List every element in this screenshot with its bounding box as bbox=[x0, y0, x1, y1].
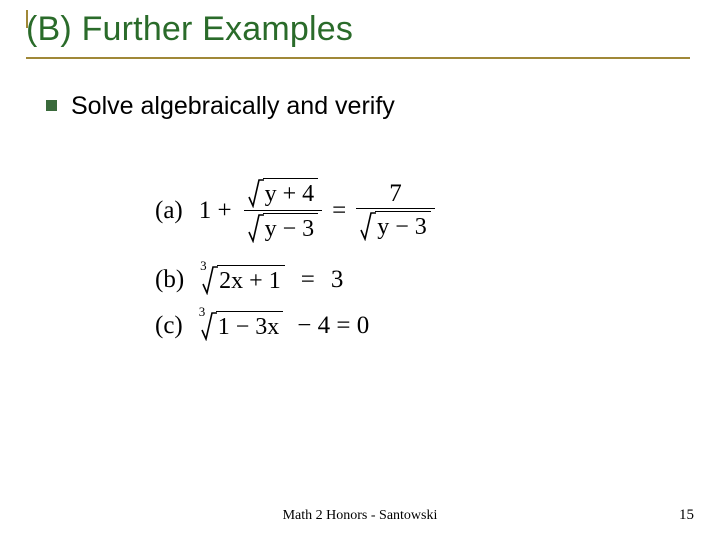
page-number: 15 bbox=[679, 507, 694, 524]
eq-a-rhs-fraction: 7 y − 3 bbox=[356, 179, 435, 243]
eq-a-num-radicand: y + 4 bbox=[263, 178, 319, 208]
slide-title: (B) Further Examples bbox=[26, 10, 690, 49]
eq-a-lhs-numerator: y + 4 bbox=[244, 176, 323, 210]
radical-icon bbox=[248, 178, 264, 208]
bullet-item: Solve algebraically and verify bbox=[46, 92, 680, 121]
sqrt-icon: y − 3 bbox=[360, 211, 431, 241]
radical-icon bbox=[248, 213, 264, 243]
slide: (B) Further Examples Solve algebraically… bbox=[0, 0, 720, 540]
eq-a-rhs-denominator: y − 3 bbox=[356, 209, 435, 243]
eq-a-lhs-denominator: y − 3 bbox=[244, 211, 323, 245]
eq-a-label: (a) bbox=[155, 197, 183, 225]
eq-a-lhs-one-plus: 1 + bbox=[199, 197, 232, 225]
sqrt-icon: y + 4 bbox=[248, 178, 319, 208]
equation-a: (a) 1 + y + 4 bbox=[155, 176, 575, 245]
eq-c-tail: − 4 = 0 bbox=[297, 312, 369, 340]
sqrt-icon: 1 − 3x bbox=[201, 311, 284, 341]
title-underline: (B) Further Examples bbox=[26, 10, 690, 59]
equation-c: (c) 3 1 − 3x − 4 = 0 bbox=[155, 311, 575, 341]
eq-b-equals: = bbox=[301, 266, 315, 294]
eq-a-lhs-fraction: y + 4 y − 3 bbox=[244, 176, 323, 245]
eq-b-rhs: 3 bbox=[331, 266, 344, 294]
eq-b-label: (b) bbox=[155, 266, 184, 294]
bullet-icon bbox=[46, 100, 57, 111]
eq-a-rhs-numerator: 7 bbox=[385, 179, 406, 208]
eq-a-den-radicand: y − 3 bbox=[263, 213, 319, 243]
eq-b-radicand: 2x + 1 bbox=[217, 265, 285, 295]
eq-c-label: (c) bbox=[155, 312, 183, 340]
equation-b: (b) 3 2x + 1 = 3 bbox=[155, 265, 575, 295]
radical-icon bbox=[360, 211, 376, 241]
eq-a-equals: = bbox=[332, 197, 346, 225]
sqrt-icon: 2x + 1 bbox=[202, 265, 285, 295]
sqrt-icon: y − 3 bbox=[248, 213, 319, 243]
footer-text: Math 2 Honors - Santowski bbox=[0, 508, 720, 524]
bullet-text: Solve algebraically and verify bbox=[71, 92, 395, 121]
eq-a-rhs-den-radicand: y − 3 bbox=[375, 211, 431, 241]
equations-block: (a) 1 + y + 4 bbox=[155, 176, 575, 341]
eq-c-radicand: 1 − 3x bbox=[216, 311, 284, 341]
slide-body: Solve algebraically and verify bbox=[46, 92, 680, 121]
